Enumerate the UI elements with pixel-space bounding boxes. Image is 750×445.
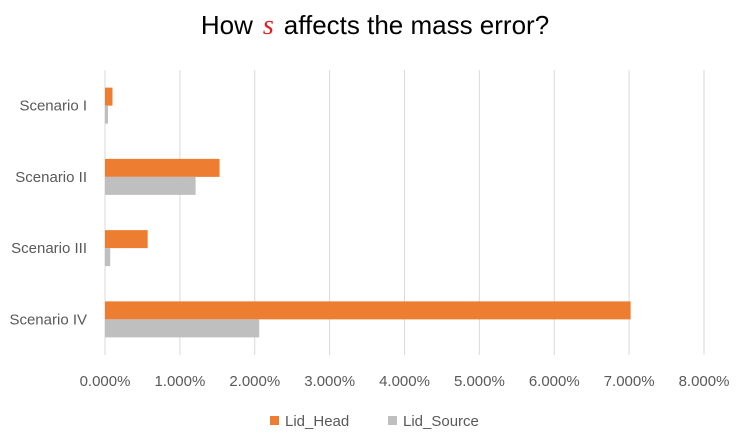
x-tick-label-8: 8.000% xyxy=(679,373,730,390)
bar-lid-source-0 xyxy=(105,105,108,124)
x-tick-label-3: 3.000% xyxy=(304,373,355,390)
category-label-0: Scenario I xyxy=(19,98,87,115)
chart-title-before: How xyxy=(200,10,253,40)
bar-lid-source-1 xyxy=(105,176,196,195)
x-tick-label-5: 5.000% xyxy=(454,373,505,390)
x-tick-label-2: 2.000% xyxy=(229,373,280,390)
category-label-3: Scenario IV xyxy=(9,311,87,328)
bar-lid-head-2 xyxy=(105,230,148,249)
category-label-1: Scenario II xyxy=(15,169,87,186)
bar-lid-head-3 xyxy=(105,301,631,320)
legend-label-1: Lid_Source xyxy=(403,413,479,430)
x-tick-label-1: 1.000% xyxy=(154,373,205,390)
legend-label-0: Lid_Head xyxy=(285,413,349,430)
legend-swatch-1 xyxy=(388,416,397,425)
bar-lid-source-3 xyxy=(105,319,260,338)
x-tick-label-0: 0.000% xyxy=(80,373,131,390)
chart-title: How s affects the mass error? xyxy=(0,10,750,42)
x-tick-label-6: 6.000% xyxy=(529,373,580,390)
legend-swatch-0 xyxy=(270,416,279,425)
bar-lid-source-2 xyxy=(105,248,111,267)
bar-lid-head-1 xyxy=(105,158,220,177)
chart-title-symbol: s xyxy=(262,10,274,41)
bar-lid-head-0 xyxy=(105,87,113,106)
x-tick-label-4: 4.000% xyxy=(379,373,430,390)
chart-title-after: affects the mass error? xyxy=(283,10,550,40)
category-label-2: Scenario III xyxy=(11,240,87,257)
x-tick-label-7: 7.000% xyxy=(604,373,655,390)
